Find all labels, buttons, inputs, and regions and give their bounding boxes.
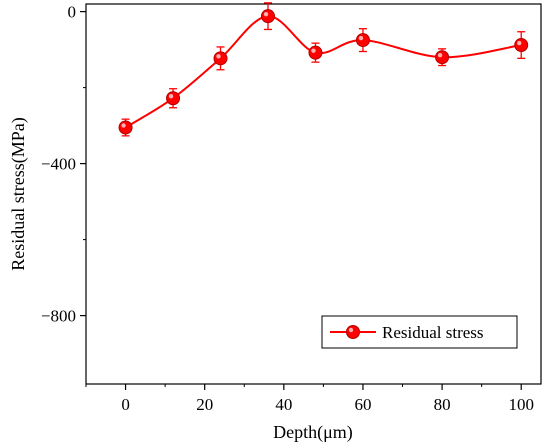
- data-point-highlight: [263, 11, 269, 17]
- x-tick-label: 20: [196, 395, 213, 414]
- legend-label: Residual stress: [382, 323, 484, 342]
- y-tick-label: 0: [68, 3, 77, 22]
- series-line: [125, 15, 522, 129]
- data-point: [355, 33, 370, 48]
- data-point-highlight: [121, 123, 126, 128]
- x-tick-label: 80: [434, 395, 451, 414]
- x-tick-label: 0: [121, 395, 130, 414]
- data-point-highlight: [437, 53, 443, 58]
- plot-area: 0 20 40 60 80 100 0 −400 −800: [41, 2, 542, 414]
- y-axis-title: Residual stress(MPa): [8, 117, 29, 270]
- series-layer: [118, 2, 529, 137]
- data-point-highlight: [311, 48, 316, 53]
- data-point: [514, 38, 529, 53]
- data-point-highlight: [168, 94, 174, 99]
- data-point: [308, 45, 323, 60]
- data-point: [435, 50, 450, 65]
- plot-frame: [85, 3, 542, 385]
- data-point: [166, 91, 181, 106]
- data-point-highlight: [358, 35, 364, 41]
- legend-marker-highlight: [348, 327, 354, 333]
- x-tick-label: 40: [275, 395, 292, 414]
- legend-marker: [346, 325, 360, 339]
- y-axis: 0 −400 −800: [41, 3, 86, 326]
- data-point-highlight: [216, 54, 221, 59]
- data-point: [213, 51, 228, 66]
- x-axis-title: Depth(μm): [273, 422, 353, 443]
- x-tick-label: 60: [354, 395, 371, 414]
- y-tick-label: −800: [41, 307, 76, 326]
- y-tick-label: −400: [41, 155, 76, 174]
- x-axis: 0 20 40 60 80 100: [85, 384, 534, 414]
- data-point-highlight: [517, 40, 522, 46]
- legend: Residual stress: [321, 315, 518, 349]
- data-point: [261, 9, 275, 24]
- data-point: [118, 120, 133, 135]
- x-tick-label: 100: [508, 395, 534, 414]
